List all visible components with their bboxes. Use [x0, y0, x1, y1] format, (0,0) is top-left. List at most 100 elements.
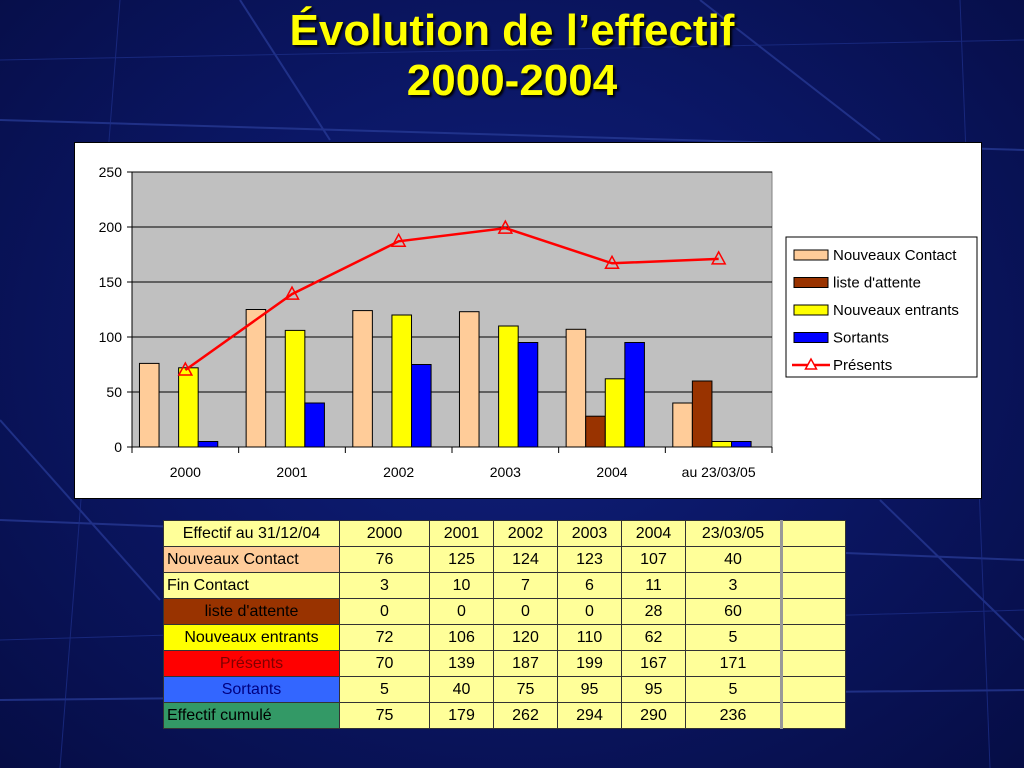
table-empty-cell [780, 598, 846, 625]
table-cell: 106 [429, 624, 494, 651]
table-cell: 236 [685, 702, 782, 729]
table-row: liste d'attente 0 0 0 0 28 60 [163, 598, 846, 625]
table-header-row: Effectif au 31/12/04 2000 2001 2002 2003 2004… [163, 520, 846, 547]
table-column-header: 2003 [557, 520, 622, 547]
table-row-label: liste d'attente [163, 598, 340, 625]
bar [458, 311, 480, 448]
table-row: Nouveaux entrants 72 106 120 110 62 5 [163, 624, 846, 651]
table-cell: 110 [557, 624, 622, 651]
effectif-table: Effectif au 31/12/04 2000 2001 2002 2003 2004… [163, 520, 846, 729]
bar [352, 310, 373, 448]
line-marker [284, 285, 300, 300]
table-cell: 107 [621, 546, 686, 573]
x-tick-label: 2004 [596, 464, 627, 480]
y-tick-label: 100 [99, 329, 123, 345]
legend-label: Nouveaux Contact [833, 247, 957, 264]
table-row-label: Effectif cumulé [163, 702, 340, 729]
table-row: Fin Contact 3 10 7 6 11 3 [163, 572, 846, 599]
table-row: Nouveaux Contact 76 125 124 123 107 40 [163, 546, 846, 573]
table-cell: 124 [493, 546, 558, 573]
bar [604, 378, 626, 448]
table-row-label: Présents [163, 650, 340, 677]
bar [585, 415, 606, 448]
bar [391, 314, 413, 448]
slide-title: Évolution de l’effectif 2000-2004 [0, 6, 1024, 106]
table-cell: 125 [429, 546, 494, 573]
table-row-label: Nouveaux entrants [163, 624, 340, 651]
table-column-header: 2004 [621, 520, 686, 547]
x-tick-label: 2002 [383, 464, 414, 480]
table-cell: 5 [685, 676, 782, 703]
line-marker [604, 254, 620, 270]
table-row: Sortants 5 40 75 95 95 5 [163, 676, 846, 703]
table-cell: 40 [429, 676, 494, 703]
table-column-header: 23/03/05 [685, 520, 782, 547]
table-cell: 6 [557, 572, 622, 599]
table-cell: 290 [621, 702, 686, 729]
slide-title-line2: 2000-2004 [406, 56, 618, 105]
table-cell: 75 [339, 702, 430, 729]
legend-label: Sortants [833, 330, 889, 347]
slide-title-line1: Évolution de l’effectif [289, 6, 735, 55]
plot-area [131, 171, 773, 448]
table-cell: 0 [429, 598, 494, 625]
y-tick-label: 150 [99, 274, 123, 290]
y-tick-label: 50 [106, 384, 122, 400]
table-cell: 171 [685, 650, 782, 677]
line-marker [177, 361, 194, 376]
table-cell: 3 [339, 572, 430, 599]
bar [624, 342, 645, 448]
legend-swatch [793, 332, 829, 343]
table-cell: 62 [621, 624, 686, 651]
bar [691, 380, 713, 448]
bar-line-chart: 0 50 100 150 200 250 2000 2001 2002 2003 2004 au 23… [99, 164, 978, 480]
table-column-header [780, 520, 846, 547]
table-cell: 199 [557, 650, 622, 677]
legend-label: Présents [833, 357, 892, 374]
table-corner-header: Effectif au 31/12/04 [163, 520, 340, 547]
legend-swatch [793, 304, 829, 316]
table-column-header: 2001 [429, 520, 494, 547]
y-tick-label: 200 [99, 219, 123, 235]
table-row: Effectif cumulé 75 179 262 294 290 236 [163, 702, 846, 729]
table-row-label: Sortants [163, 676, 340, 703]
table-cell: 123 [557, 546, 622, 573]
x-tick-label: au 23/03/05 [682, 464, 756, 480]
table-cell: 3 [685, 572, 782, 599]
table-cell: 187 [493, 650, 558, 677]
bar [672, 402, 693, 448]
table-cell: 40 [685, 546, 782, 573]
table-cell: 28 [621, 598, 686, 625]
bar [411, 364, 432, 448]
table-empty-cell [780, 650, 846, 677]
table-column-header: 2000 [339, 520, 430, 547]
table-cell: 0 [339, 598, 430, 625]
x-tick-label: 2001 [276, 464, 307, 480]
table-cell: 0 [557, 598, 622, 625]
table-cell: 76 [339, 546, 430, 573]
table-cell: 167 [621, 650, 686, 677]
bar [711, 441, 733, 448]
y-tick-label: 0 [114, 439, 122, 455]
table-cell: 70 [339, 650, 430, 677]
bar [517, 342, 539, 448]
legend-label: Nouveaux entrants [833, 302, 959, 319]
table-row-label: Fin Contact [163, 572, 340, 599]
bar [178, 367, 199, 448]
x-tick-label: 2003 [490, 464, 521, 480]
table-empty-cell [780, 546, 846, 573]
bar [284, 329, 306, 448]
bar [565, 328, 587, 448]
legend-label: liste d'attente [833, 275, 921, 292]
bar [197, 441, 219, 448]
table-empty-cell [780, 702, 846, 729]
line-marker [497, 219, 514, 234]
line-marker [390, 232, 407, 248]
table-column-header: 2002 [493, 520, 558, 547]
table-cell: 120 [493, 624, 558, 651]
legend-swatch [793, 277, 829, 288]
table-cell: 262 [493, 702, 558, 729]
bar [138, 362, 160, 448]
y-tick-label: 250 [99, 164, 123, 180]
table-cell: 294 [557, 702, 622, 729]
